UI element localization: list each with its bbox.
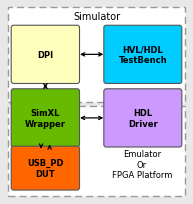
FancyBboxPatch shape xyxy=(11,146,80,190)
FancyBboxPatch shape xyxy=(104,89,182,147)
Text: Simulator: Simulator xyxy=(73,12,120,22)
FancyBboxPatch shape xyxy=(11,89,80,147)
Text: SimXL
Wrapper: SimXL Wrapper xyxy=(25,109,66,128)
Text: HDL
Driver: HDL Driver xyxy=(128,109,158,128)
FancyBboxPatch shape xyxy=(11,26,80,84)
Bar xyxy=(8,106,185,196)
Text: DPI: DPI xyxy=(37,51,53,60)
FancyBboxPatch shape xyxy=(104,26,182,84)
Bar xyxy=(8,8,185,102)
Text: USB_PD
DUT: USB_PD DUT xyxy=(27,159,64,178)
Text: Emulator
Or
FPGA Platform: Emulator Or FPGA Platform xyxy=(112,149,172,179)
Text: HVL/HDL
TestBench: HVL/HDL TestBench xyxy=(119,45,167,65)
